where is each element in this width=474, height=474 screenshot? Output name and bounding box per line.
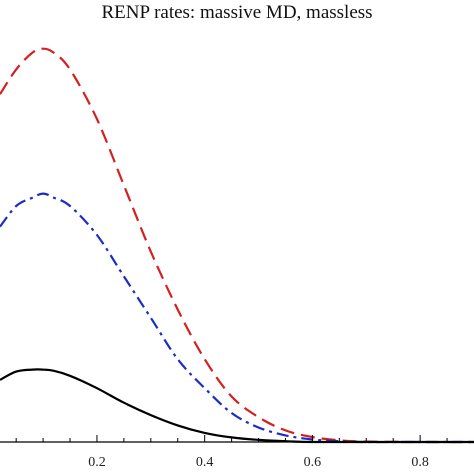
tick-layer: 0.2 0.4 0.6 0.8 bbox=[15, 435, 448, 470]
series-line-dash-dot bbox=[0, 192, 474, 444]
x-tick-label: 0.6 bbox=[304, 455, 322, 470]
series-line-solid bbox=[0, 368, 474, 444]
chart-title: RENP rates: massive MD, massless bbox=[101, 2, 373, 23]
x-tick-label: 0.4 bbox=[196, 455, 214, 470]
series-layer bbox=[0, 47, 474, 444]
series-line-dashed bbox=[0, 47, 474, 444]
x-tick-label: 0.2 bbox=[88, 455, 106, 470]
x-tick-label: 0.8 bbox=[411, 455, 429, 470]
